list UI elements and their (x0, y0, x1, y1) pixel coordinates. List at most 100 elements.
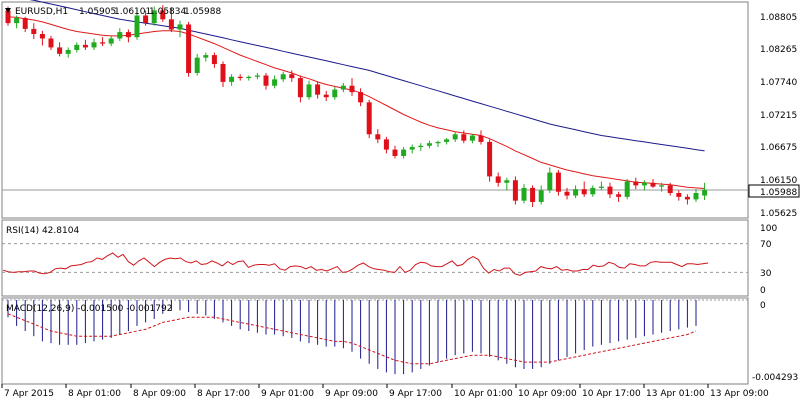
candle-up (65, 49, 71, 54)
candle-down (82, 44, 88, 48)
candle-up (598, 186, 604, 188)
candle-down (487, 141, 493, 177)
time-axis: 7 Apr 2015 8 Apr 01:00 8 Apr 09:00 8 Apr 17… (1, 384, 769, 399)
candle-up (444, 139, 450, 142)
dropdown-triangle-icon[interactable] (5, 8, 11, 13)
candle-up (469, 135, 475, 141)
candle-down (57, 47, 63, 54)
ma-fast-line (7, 16, 705, 189)
candle-up (280, 74, 286, 80)
price-panel-frame (1, 1, 749, 219)
current-price-label: 1.05988 (760, 188, 797, 198)
candle-down (358, 92, 364, 103)
time-label: 8 Apr 01:00 (68, 389, 121, 399)
candle-down (667, 185, 673, 194)
candle-down (168, 19, 174, 30)
rsi-line (2, 252, 709, 276)
time-label: 9 Apr 09:00 (325, 389, 378, 399)
candle-up (659, 185, 665, 187)
candle-up (590, 187, 596, 195)
time-label: 13 Apr 09:00 (710, 389, 769, 399)
candle-up (229, 76, 235, 82)
candle-up (91, 42, 97, 48)
candle-down (297, 78, 303, 98)
candle-down (633, 181, 639, 186)
candle-up (435, 141, 441, 144)
candle-down (160, 10, 166, 20)
candle-up (504, 180, 510, 183)
candle-down (143, 15, 149, 24)
candle-up (624, 181, 630, 197)
time-label: 9 Apr 17:00 (389, 389, 442, 399)
price-tick: 1.08265 (760, 45, 797, 55)
candle-up (108, 38, 114, 44)
candle-down (100, 42, 106, 44)
candle-up (547, 172, 553, 191)
candle-up (332, 89, 338, 98)
candle-down (22, 18, 28, 29)
candle-down (125, 32, 131, 38)
candle-up (452, 134, 458, 140)
candle-up (254, 75, 260, 77)
rsi-level-label: 0 (760, 286, 766, 296)
candle-down (581, 189, 587, 195)
candle-down (48, 38, 54, 48)
candle-down (392, 149, 398, 156)
candle-down (383, 139, 389, 150)
low-value: 1.05834 (149, 7, 186, 17)
candle-up (134, 15, 140, 38)
price-tick: 1.07740 (760, 78, 797, 88)
price-tick: 1.08805 (760, 13, 797, 23)
candle-down (263, 75, 269, 86)
candle-down (186, 24, 192, 73)
rsi-title: RSI(14) 42.8104 (6, 226, 79, 236)
candle-up (151, 10, 157, 24)
macd-layer (2, 299, 748, 375)
candle-up (401, 149, 407, 156)
candle-up (74, 44, 80, 50)
candle-down (366, 102, 372, 135)
candle-up (538, 190, 544, 202)
macd-signal-line (7, 313, 697, 365)
price-layer (2, 0, 748, 208)
candle-down (349, 85, 355, 93)
candle-up (340, 85, 346, 90)
candle-up (203, 55, 209, 58)
candle-down (289, 74, 295, 79)
candle-up (272, 79, 278, 86)
rsi-level-label: 100 (760, 224, 777, 234)
macd-title: MACD(12,26,9) -0.001500 -0.001792 (6, 304, 172, 314)
candle-down (39, 34, 45, 39)
time-label: 10 Apr 09:00 (518, 389, 577, 399)
macd-level-label: 0 (760, 301, 766, 311)
macd-panel-frame (1, 297, 749, 385)
candle-down (684, 196, 690, 200)
price-tick: 1.07215 (760, 111, 797, 121)
time-label: 8 Apr 09:00 (133, 389, 186, 399)
candle-up (14, 18, 20, 24)
ma-slow-line (29, 0, 705, 152)
time-label: 13 Apr 01:00 (646, 389, 705, 399)
candle-down (478, 135, 484, 142)
macd-level-label: -0.004293 (752, 373, 798, 383)
candle-up (194, 57, 200, 73)
price-tick: 1.06675 (760, 143, 797, 153)
candle-up (306, 84, 312, 98)
time-label: 8 Apr 17:00 (197, 389, 250, 399)
time-label: 10 Apr 01:00 (454, 389, 513, 399)
close-value: 1.05988 (184, 7, 221, 17)
candle-down (31, 28, 37, 35)
candle-down (495, 176, 501, 183)
candle-down (607, 186, 613, 195)
time-label: 7 Apr 2015 (4, 389, 54, 399)
high-value: 1.06101 (114, 7, 151, 17)
candle-down (512, 180, 518, 201)
price-tick: 1.06150 (760, 176, 797, 186)
price-tick: 1.05625 (760, 209, 797, 219)
candle-down (315, 84, 321, 95)
current-price-tag (748, 184, 800, 198)
rsi-level-label: 70 (760, 240, 772, 250)
candle-up (641, 182, 647, 186)
candle-up (409, 147, 415, 150)
candle-down (650, 182, 656, 187)
